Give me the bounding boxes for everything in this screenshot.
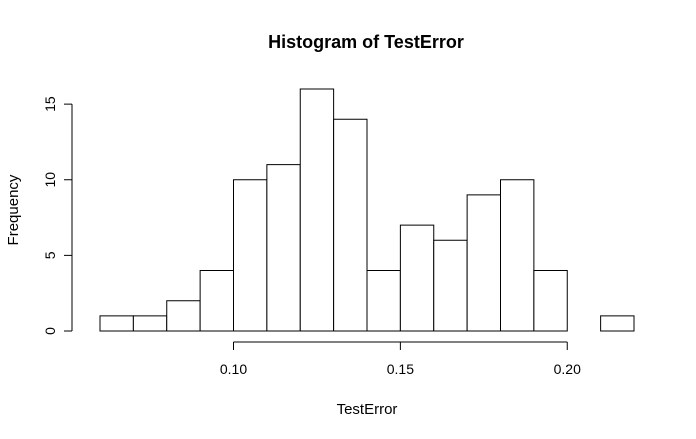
chart-title: Histogram of TestError — [268, 32, 464, 52]
histogram-bar — [466, 194, 501, 332]
x-tick-label: 0.10 — [220, 361, 247, 377]
y-tick-label: 5 — [42, 251, 58, 259]
y-tick-label: 0 — [42, 327, 58, 335]
x-tick-label: 0.15 — [387, 361, 414, 377]
histogram-bar — [99, 315, 134, 332]
histogram-bar — [399, 224, 435, 332]
histogram-bar — [600, 315, 635, 332]
x-tick-label: 0.20 — [554, 361, 581, 377]
histogram-bar — [299, 88, 335, 332]
y-axis: 0 5 10 15 — [42, 96, 73, 335]
histogram-bar — [533, 270, 568, 332]
y-tick-label: 15 — [42, 96, 58, 112]
histogram-bar — [333, 118, 368, 332]
bars-group — [99, 88, 635, 332]
histogram-bar — [166, 300, 201, 332]
histogram-bar — [500, 179, 535, 332]
histogram-bar — [233, 179, 268, 332]
histogram-bar — [433, 239, 468, 332]
histogram-bar — [266, 164, 301, 332]
y-tick-label: 10 — [42, 172, 58, 188]
histogram-bar — [199, 270, 234, 332]
x-axis-label: TestError — [337, 401, 398, 418]
histogram-bar — [132, 315, 168, 332]
y-axis-label: Frequency — [5, 174, 22, 245]
histogram-bar — [366, 270, 401, 332]
x-axis: 0.10 0.15 0.20 — [220, 341, 581, 377]
